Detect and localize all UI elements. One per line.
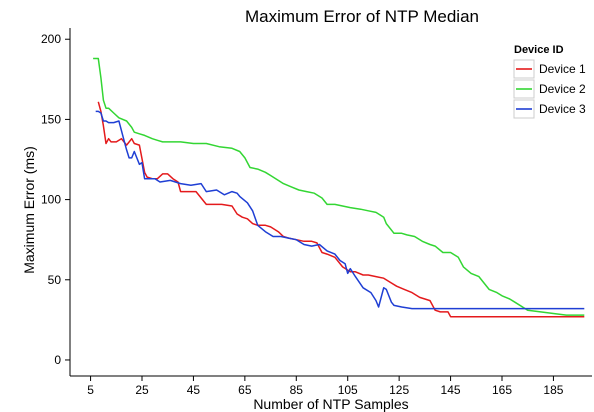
series-lines [93,57,585,318]
legend-title: Device ID [514,44,564,56]
series-line-device-1 [97,101,585,318]
x-tick-label: 105 [338,383,358,397]
chart-title: Maximum Error of NTP Median [245,7,479,26]
x-tick-label: 65 [238,383,252,397]
x-tick-label: 125 [389,383,409,397]
y-tick-label: 150 [41,112,61,126]
y-tick-label: 200 [41,32,61,46]
y-axis-ticks: 0 50 100 150 200 [41,32,70,367]
x-axis-label: Number of NTP Samples [253,396,408,412]
series-line-device-2 [93,57,585,316]
x-tick-label: 5 [87,383,94,397]
legend-item-label: Device 3 [539,102,586,116]
legend-item-label: Device 1 [539,62,586,76]
y-tick-label: 100 [41,193,61,207]
y-tick-label: 50 [48,273,62,287]
x-tick-label: 185 [543,383,563,397]
y-tick-label: 0 [54,353,61,367]
x-axis-ticks: 5 25 45 65 85 105 125 145 165 185 [87,376,564,397]
legend: Device ID Device 1 Device 2 Device 3 [513,44,586,119]
x-tick-label: 85 [290,383,304,397]
y-axis-label: Maximum Error (ms) [21,146,37,274]
series-line-device-3 [95,110,585,310]
x-tick-label: 25 [135,383,149,397]
x-tick-label: 45 [187,383,201,397]
legend-item-label: Device 2 [539,82,586,96]
x-tick-label: 165 [492,383,512,397]
x-tick-label: 145 [441,383,461,397]
plot-area [69,28,592,377]
